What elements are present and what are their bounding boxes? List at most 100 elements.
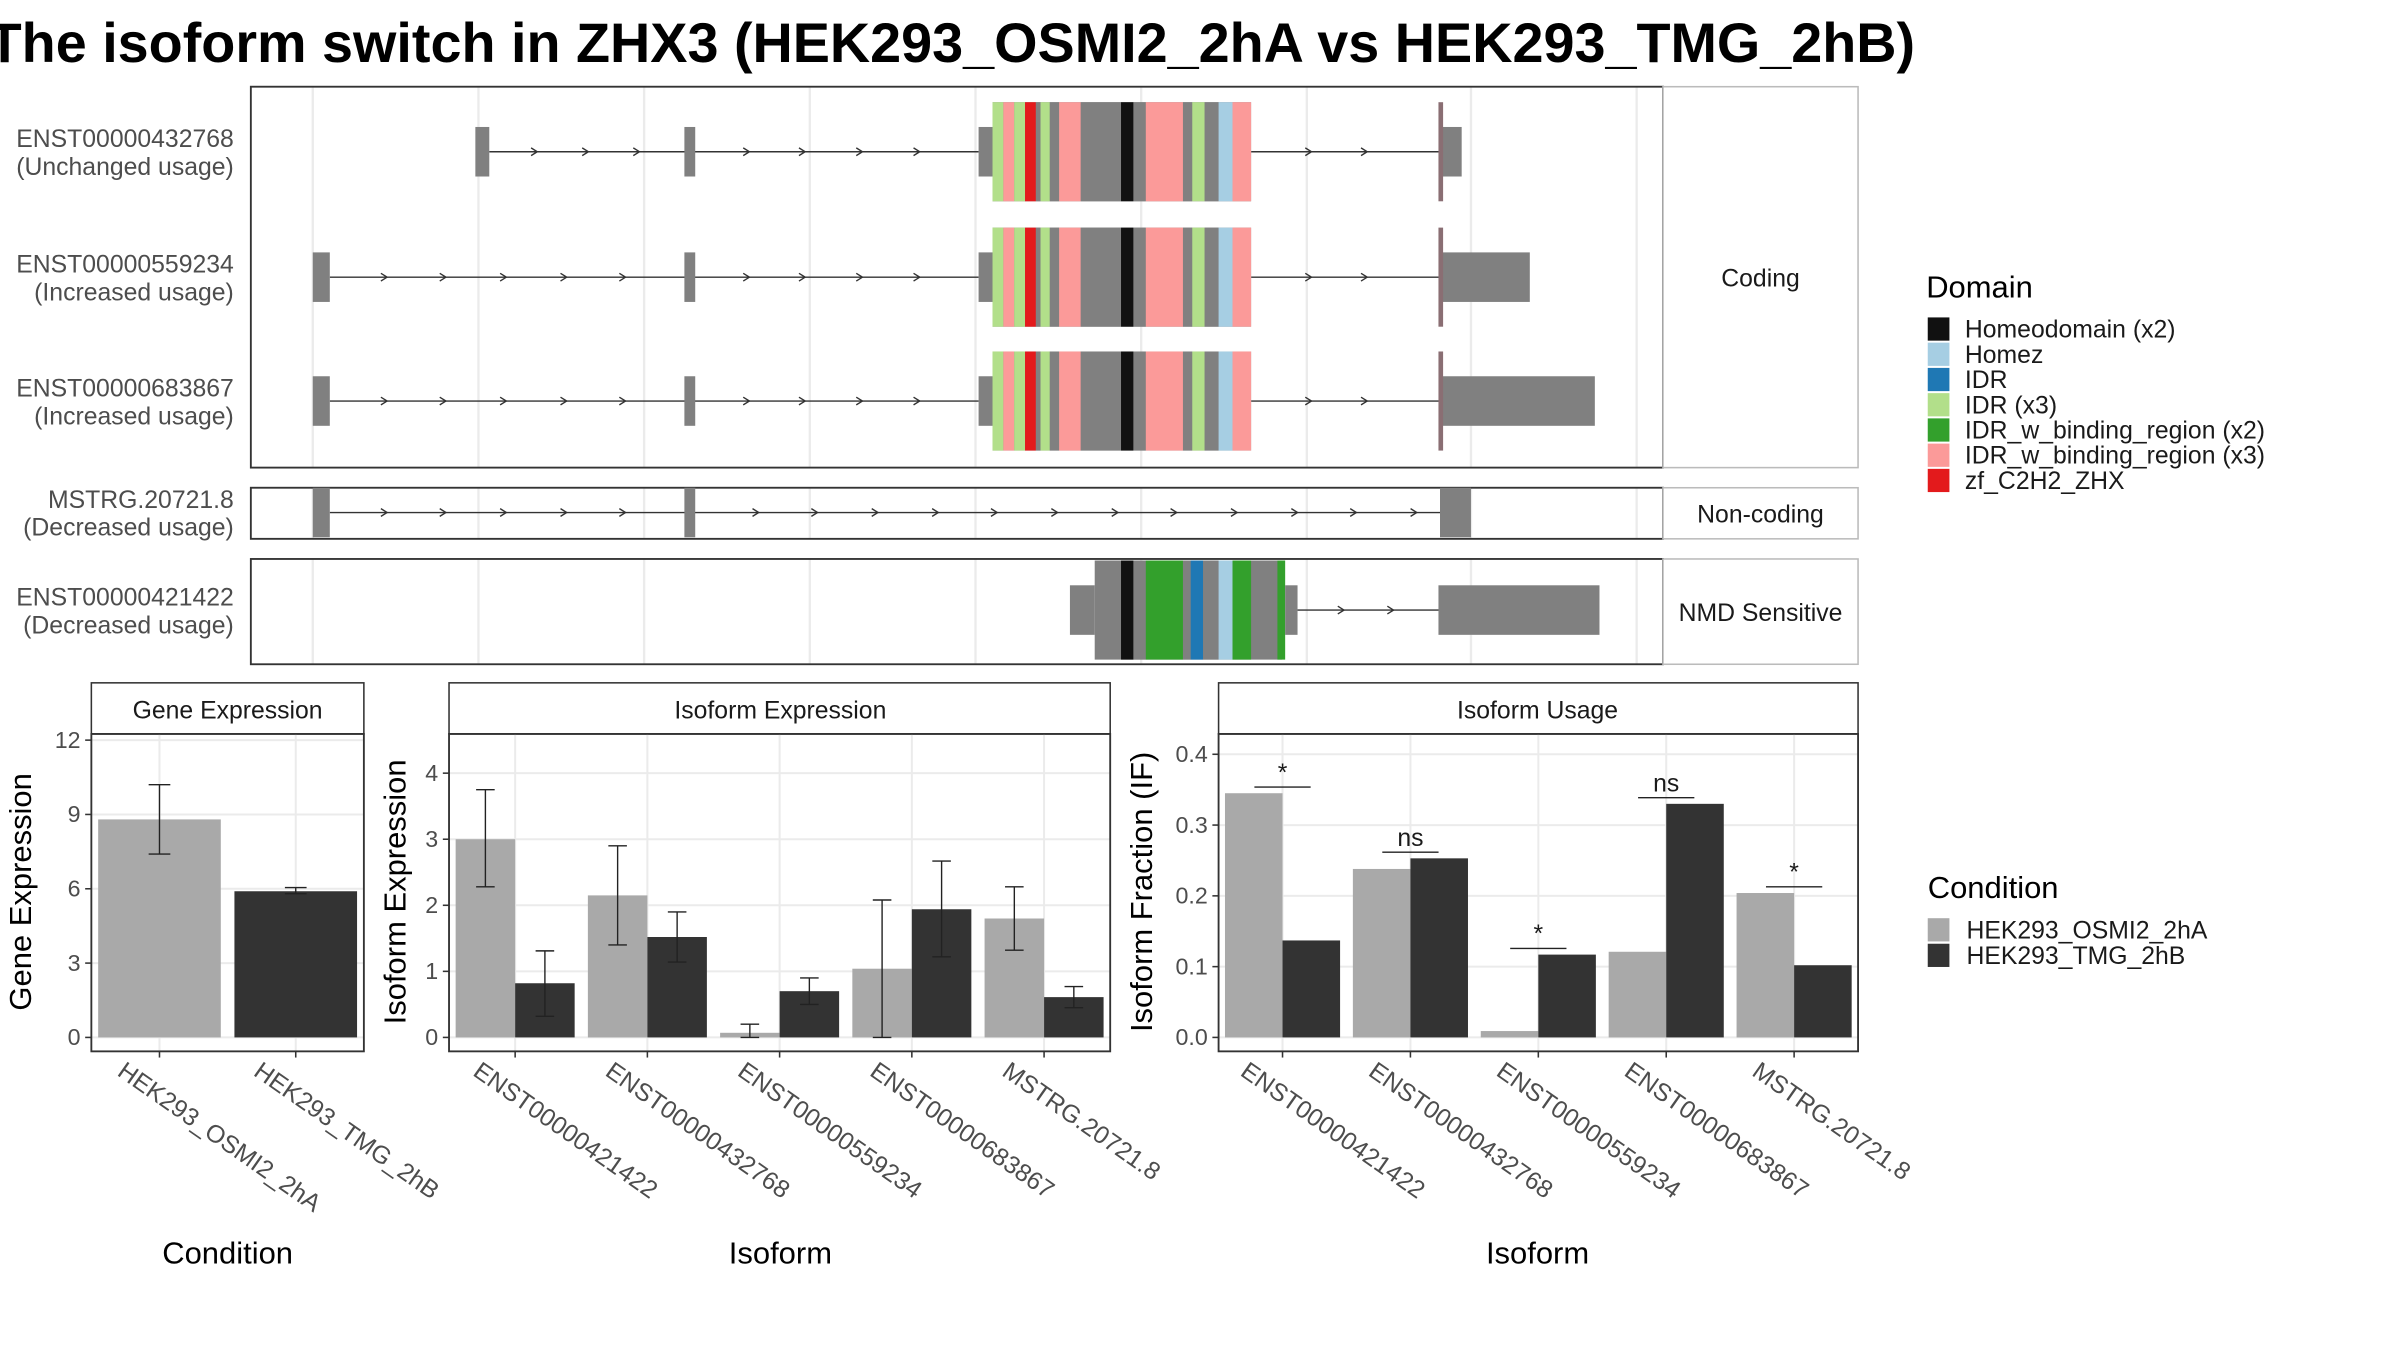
bar [1538,954,1596,1038]
intron-arrow [742,272,751,282]
figure-title: The isoform switch in ZHX3 (HEK293_OSMI2… [0,12,1915,74]
domain-segment [1218,351,1233,451]
exon-noncoding [1440,487,1471,538]
bar [1352,868,1411,1038]
legend-label: Homez [1965,342,2043,369]
bar [234,891,358,1038]
intron-arrow [439,396,448,406]
domain-segment [1121,560,1134,660]
intron-arrow [618,272,627,282]
y-tick-label: 1 [425,958,438,984]
domain-segment [992,102,1004,202]
legend-title: Domain [1926,269,2033,304]
legend-key [1927,342,1950,366]
intron-arrow [931,508,940,517]
exon-utr [312,376,330,426]
legend-label: IDR [1965,367,2008,394]
domain-segment [1025,102,1036,202]
domain-segment [1014,351,1026,451]
intron-arrow [439,508,448,517]
domain-segment [1218,227,1233,327]
legend-label: HEK293_OSMI2_2hA [1966,917,2207,944]
domain-segment [1145,227,1183,327]
facet-background [250,487,1663,539]
intron-arrow [871,508,880,517]
legend-label: zf_C2H2_ZHX [1965,468,2125,495]
bar [1794,965,1852,1038]
domain-segment [1080,102,1122,202]
intron-arrow [1111,508,1120,517]
intron-arrow [380,272,389,282]
exon-noncoding [312,487,330,538]
transcript-row: ENST00000421422(Decreased usage) [16,560,1600,660]
y-tick-label: 6 [68,876,81,902]
bar [1282,940,1341,1038]
intron-arrow [913,272,922,282]
intron-arrow [560,396,569,406]
significance-label: * [1789,860,1799,887]
facet-strip-label: NMD Sensitive [1679,600,1843,627]
legend-key [1927,943,1950,967]
intron-arrow [1386,605,1395,615]
panel-strip [448,682,1111,735]
intron-arrow [380,508,389,517]
exon-utr [1440,252,1530,302]
bar [1608,951,1667,1038]
intron-arrow [1349,508,1358,517]
exon-utr [684,252,696,302]
exon-utr [684,126,696,177]
facet-strip [1662,558,1859,666]
significance-label: * [1534,921,1544,948]
transcript-id: ENST00000421422 [16,584,234,611]
panel-title: Gene Expression [133,697,323,724]
y-tick-label: 0.4 [1175,741,1207,767]
exon-utr [312,252,330,302]
domain-segment [1218,560,1233,660]
intron-arrow [855,272,864,282]
bar [1480,1031,1539,1038]
y-tick-label: 0.3 [1175,812,1207,838]
y-axis-label: Isoform Expression [378,759,413,1024]
bar [1410,858,1468,1038]
intron-arrow [913,147,922,157]
exon-utr [1438,585,1600,635]
y-tick-label: 0 [68,1024,81,1050]
panel-strip [90,682,365,735]
transcript-row: MSTRG.20721.8(Decreased usage) [23,487,1471,542]
exon-utr [978,252,993,302]
bar-panel-1: Isoform Expression01234ENST00000421422EN… [378,682,1165,1270]
intron-arrow [1230,508,1239,517]
significance-label: ns [1397,825,1423,852]
domain-segment [1145,102,1183,202]
domain-segment [1035,102,1041,202]
intron-arrow [560,272,569,282]
transcript-row: ENST00000432768(Unchanged usage) [16,102,1462,202]
intron-arrow [798,147,807,157]
domain-segment [1040,102,1050,202]
domain-segment [1133,351,1146,451]
domain-segment [1192,102,1205,202]
intron-arrow [1360,272,1369,282]
transcript-id: MSTRG.20721.8 [48,487,234,514]
transcript-usage: (Increased usage) [34,403,234,430]
facet-strip [1662,486,1859,540]
x-axis-label: Isoform [1486,1235,1589,1270]
intron-arrow [618,396,627,406]
exon-utr [684,376,696,426]
facet-strip-label: Non-coding [1697,502,1824,529]
expression-bar-panels: Gene Expression036912HEK293_OSMI2_2hAHEK… [3,682,1915,1270]
domain-segment [1232,351,1252,451]
intron-arrow [618,508,627,517]
y-tick-label: 0.0 [1175,1024,1207,1050]
intron-arrow [1304,272,1313,282]
exon-utr [475,126,490,177]
domain-segment [1121,351,1134,451]
transcript-usage: (Decreased usage) [23,612,234,639]
intron-arrow [798,396,807,406]
transcript-row: ENST00000683867(Increased usage) [16,351,1595,451]
domain-segment [1080,351,1122,451]
